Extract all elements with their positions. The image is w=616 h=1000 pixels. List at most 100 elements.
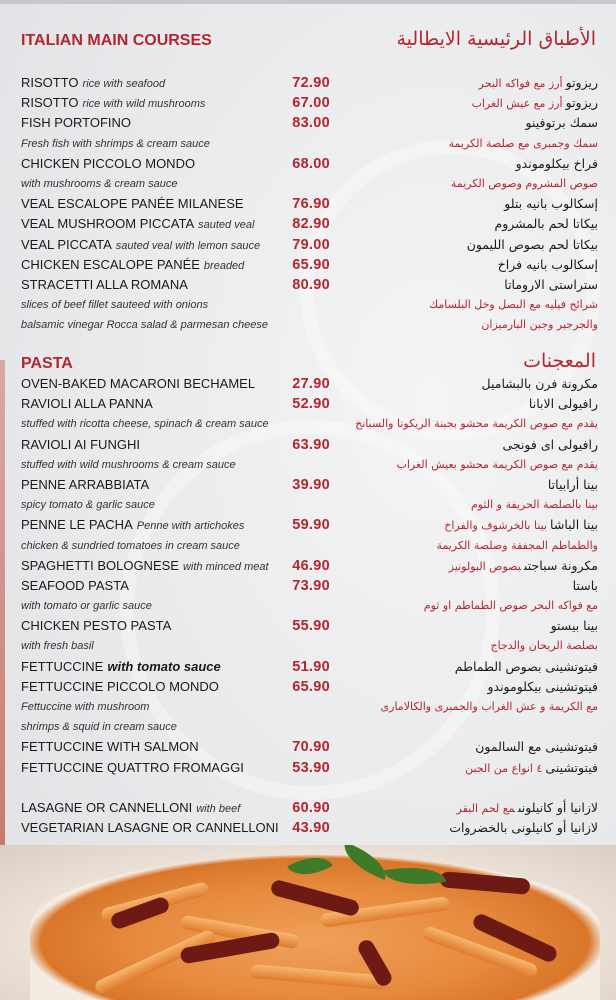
menu-item: PENNE ARRABBIATA 39.90 بينا أرابياتا <box>0 475 616 495</box>
item-description: stuffed with wild mushrooms & cream sauc… <box>21 458 236 471</box>
section-title-arabic: المعجنات <box>523 350 596 372</box>
section-title: ITALIAN MAIN COURSES <box>21 32 212 49</box>
item-name: VEAL ESCALOPE PANÉE MILANESE <box>21 196 244 212</box>
item-description-arabic: بينا بالصلصة الحريفة و الثوم <box>470 498 598 512</box>
item-name: STRACETTI ALLA ROMANA <box>21 276 188 292</box>
item-name-arabic: رافيولى الابانا <box>528 396 598 412</box>
item-description-arabic: مع لحم البقر <box>456 801 515 815</box>
item-name: PENNE LE PACHA <box>21 517 133 533</box>
item-name: RAVIOLI ALLA PANNA <box>21 396 153 412</box>
item-name-arabic-group: فيتوتشينى بصوص الطماطم <box>455 657 598 677</box>
item-name-arabic: باستا <box>572 577 598 593</box>
item-price: 51.90 <box>292 658 330 675</box>
menu-item: FISH PORTOFINO 83.00 سمك برتوفينو <box>0 113 616 133</box>
item-description-arabic: بينا بالخرشوف والفراخ <box>444 519 548 533</box>
item-name-group: LASAGNE OR CANNELLONI with beef <box>21 798 240 819</box>
menu-item: VEAL PICCATA sauted veal with lemon sauce… <box>0 235 616 255</box>
item-price: 79.00 <box>292 236 330 253</box>
item-description: with tomato or garlic sauce <box>21 600 152 613</box>
item-description: with mushrooms & cream sauce <box>21 177 178 190</box>
item-name-group: VEAL PICCATA sauted veal with lemon sauce <box>21 235 260 256</box>
item-name-arabic: لازانيا أو كانيلونى <box>517 799 598 815</box>
item-name-arabic: مكرونة فرن بالبشاميل <box>481 376 598 391</box>
item-name-arabic-group: بيكاتا لحم بالمشروم <box>494 214 598 234</box>
item-description: shrimps & squid in cream sauce <box>21 721 177 734</box>
menu-item: LASAGNE OR CANNELLONI with beef 60.90 لازان… <box>0 798 616 818</box>
description-row: with fresh basil بصلصة الريحان والدجاج <box>0 636 616 656</box>
item-name-group: SPAGHETTI BOLOGNESE with minced meat <box>21 556 269 577</box>
item-price: 46.90 <box>292 557 330 574</box>
item-name-group: SEAFOOD PASTA <box>21 576 129 596</box>
item-description: Fresh fish with shrimps & cream sauce <box>21 137 210 150</box>
menu-item: FETTUCCINE WITH SALMON 70.90 فيتوتشينى مع … <box>0 737 616 757</box>
item-name-arabic: بينا الباشا <box>550 517 598 533</box>
menu-item: PENNE LE PACHA Penne with artichokes 59.90… <box>0 515 616 535</box>
menu-item: FETTUCCINE with tomato sauce 51.90 فيتوتشين… <box>0 657 616 677</box>
menu-item: CHICKEN ESCALOPE PANÉE breaded 65.90 إسكالو… <box>0 255 616 275</box>
menu-item: VEAL ESCALOPE PANÉE MILANESE 76.90 إسكالوب… <box>0 194 616 214</box>
item-description-arabic: يقدم مع صوص الكريمة محشو بعيش الغراب <box>396 457 598 471</box>
item-name-arabic: إسكالوب بانيه فراخ <box>497 256 598 272</box>
item-description: Penne with artichokes <box>136 520 245 533</box>
item-name-arabic: فيتوتشينى بصوص الطماطم <box>454 658 598 674</box>
item-description: sauted veal <box>198 219 255 232</box>
item-name-group: OVEN-BAKED MACARONI BECHAMEL <box>21 374 255 394</box>
item-name-arabic: ريزوتو <box>565 75 598 90</box>
item-name-arabic: فيتوتشينى <box>545 759 598 775</box>
item-description: spicy tomato & garlic sauce <box>21 499 155 512</box>
item-description: with beef <box>196 802 241 815</box>
description-row: balsamic vinegar Rocca salad & parmesan … <box>0 315 616 335</box>
description-row: stuffed with ricotta cheese, spinach & c… <box>0 414 616 434</box>
item-description-arabic: سمك وجمبرى مع صلصة الكريمة <box>448 136 598 150</box>
item-name: CHICKEN ESCALOPE PANÉE <box>21 256 200 272</box>
item-name-arabic-group: بينا الباشابينا بالخرشوف والفراخ <box>444 515 598 536</box>
item-price: 67.00 <box>292 95 330 112</box>
item-name: FETTUCCINE PICCOLO MONDO <box>21 678 219 694</box>
item-name-arabic: بينا بيستو <box>550 618 598 634</box>
item-name-arabic: فيتوتشينى مع السالمون <box>475 739 598 755</box>
section-title-arabic: الأطباق الرئيسية الايطالية <box>396 28 596 50</box>
item-name-arabic-group: بيكاتا لحم بصوص الليمون <box>467 235 598 255</box>
item-description-arabic: يقدم مع صوص الكريمة محشو بجبنة الريكوتا … <box>355 417 598 431</box>
item-name-arabic-group: ريزوتوأرز مع عيش الغراب <box>472 93 598 114</box>
item-description: rice with wild mushrooms <box>82 98 206 111</box>
item-name: SEAFOOD PASTA <box>21 577 129 593</box>
item-name-group: VEGETARIAN LASAGNE OR CANNELLONI <box>21 818 279 838</box>
item-name-arabic-group: لازانيا أو كانيلونى بالخضروات <box>449 818 598 838</box>
item-price: 83.00 <box>292 115 330 132</box>
item-price: 68.00 <box>292 155 330 172</box>
item-name-group: VEAL MUSHROOM PICCATA sauted veal <box>21 214 254 235</box>
item-description: with tomato sauce <box>107 658 221 674</box>
item-price: 65.90 <box>292 678 330 695</box>
item-name-arabic-group: لازانيا أو كانيلونىمع لحم البقر <box>457 798 598 819</box>
item-price: 73.90 <box>292 577 330 594</box>
spacer <box>0 778 616 798</box>
item-name-group: PENNE ARRABBIATA <box>21 475 149 495</box>
description-row: stuffed with wild mushrooms & cream sauc… <box>0 455 616 475</box>
menu-item: SEAFOOD PASTA 73.90 باستا <box>0 576 616 596</box>
item-price: 53.90 <box>292 759 330 776</box>
item-name-arabic: ستراستى الاروماتا <box>504 276 598 292</box>
item-name-group: RISOTTO rice with wild mushrooms <box>21 93 205 114</box>
item-price: 59.90 <box>292 517 330 534</box>
item-price: 60.90 <box>292 799 330 816</box>
item-price: 63.90 <box>292 436 330 453</box>
menu-item: RISOTTO rice with seafood 72.90 ريزوتوأرز م… <box>0 73 616 93</box>
item-name: CHICKEN PICCOLO MONDO <box>21 155 196 171</box>
item-name-arabic: مكرونة سباجتى <box>523 557 598 573</box>
description-row: Fresh fish with shrimps & cream sauce سمك… <box>0 134 616 154</box>
description-row: spicy tomato & garlic sauce بينا بالصلصة … <box>0 495 616 515</box>
item-name: RAVIOLI AI FUNGHI <box>21 436 140 452</box>
menu-item: RISOTTO rice with wild mushrooms 67.00 ريزو… <box>0 93 616 113</box>
menu-list: RISOTTO rice with seafood 72.90 ريزوتوأرز م… <box>0 73 616 335</box>
item-name-arabic-group: بينا بيستو <box>551 616 598 636</box>
item-price: 43.90 <box>292 820 330 837</box>
description-row: with tomato or garlic sauce مع فواكه البح… <box>0 596 616 616</box>
item-name-group: CHICKEN PESTO PASTA <box>21 616 171 636</box>
item-name-arabic-group: بينا أرابياتا <box>548 475 598 495</box>
item-name-arabic-group: فيتوتشينى٤ انواع من الجبن <box>465 758 598 779</box>
item-description: stuffed with ricotta cheese, spinach & c… <box>21 418 269 431</box>
item-name-arabic-group: ستراستى الاروماتا <box>504 275 598 295</box>
item-description: rice with seafood <box>82 78 166 90</box>
item-description-arabic: أرز مع فواكه البحر <box>478 77 563 90</box>
